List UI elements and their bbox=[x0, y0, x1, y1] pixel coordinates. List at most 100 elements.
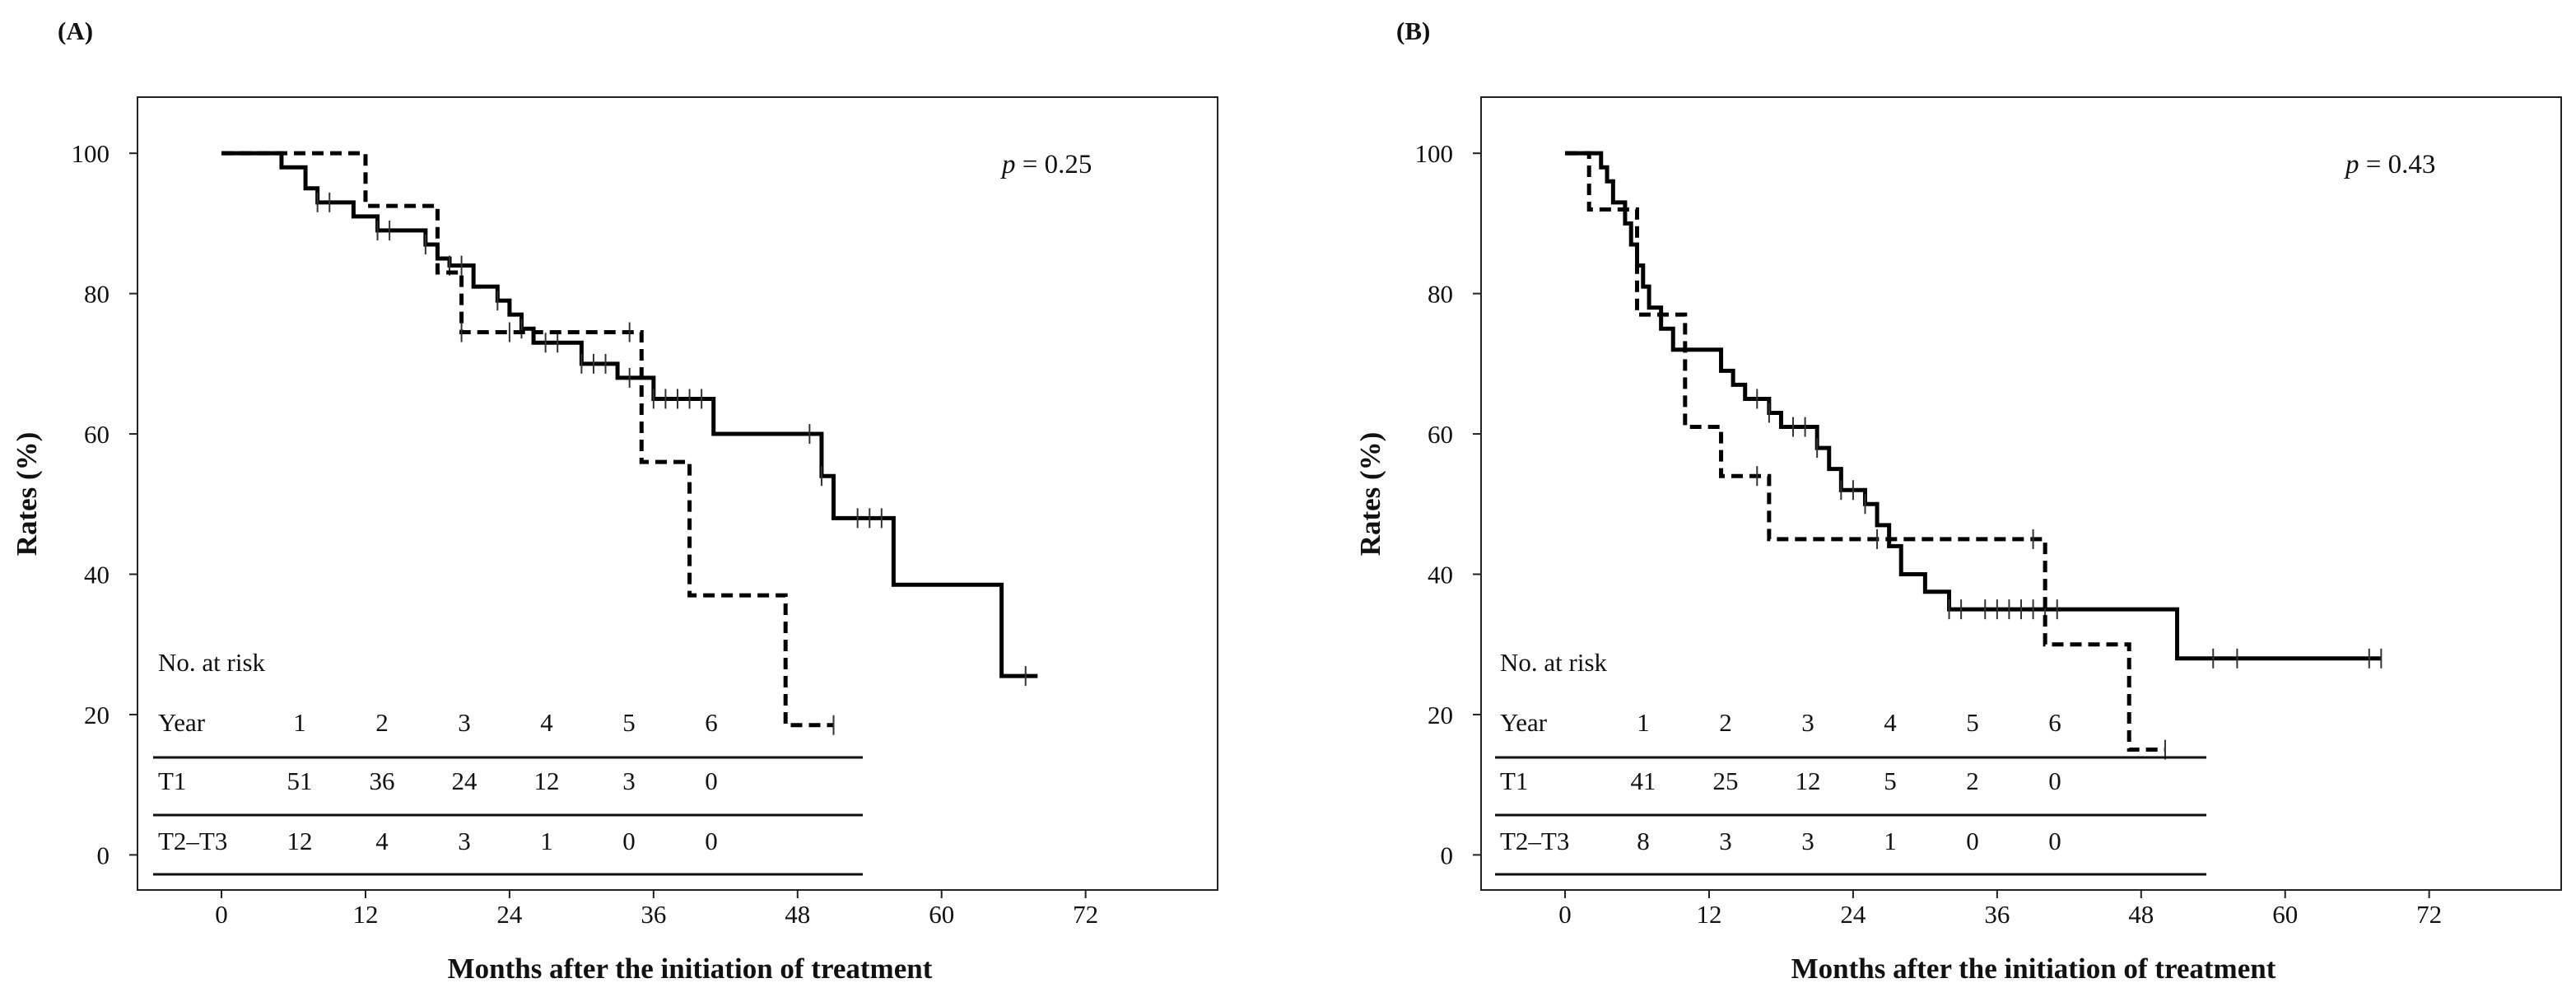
risk-table-title: No. at risk bbox=[1500, 648, 1608, 677]
x-tick-label: 12 bbox=[352, 900, 378, 929]
x-axis-title: Months after the initiation of treatment bbox=[1791, 953, 2276, 985]
x-tick-label: 0 bbox=[215, 900, 228, 929]
y-tick-label: 60 bbox=[84, 420, 109, 449]
risk-year-cell: 3 bbox=[458, 708, 471, 737]
risk-table-cells: 1 2 3 4 5 651 36 24 12 3 012 4 3 1 0 0 bbox=[287, 708, 718, 855]
y-tick-label: 80 bbox=[1428, 280, 1453, 309]
y-tick-label: 80 bbox=[84, 280, 109, 309]
p-value-label: p = 0.25 bbox=[1000, 150, 1092, 179]
risk-table: No. at risk Year T1 T2–T3 1 2 3 4 5 651 36 24 12… bbox=[153, 648, 863, 876]
y-tick-label: 100 bbox=[1415, 139, 1454, 168]
y-axis-ticks: 0 20 40 60 80 100 bbox=[72, 139, 137, 869]
risk-table-cells: 1 2 3 4 5 641 25 12 5 2 08 3 3 1 0 0 bbox=[1631, 708, 2061, 855]
risk-row-label-t2t3: T2–T3 bbox=[1500, 827, 1569, 855]
p-symbol: p bbox=[1000, 150, 1016, 179]
risk-count-cell: 3 bbox=[622, 766, 636, 795]
risk-count-cell: 1 bbox=[1884, 827, 1897, 855]
risk-row-label-t1: T1 bbox=[158, 766, 186, 795]
x-tick-label: 24 bbox=[1840, 900, 1866, 929]
risk-count-cell: 1 bbox=[540, 827, 553, 855]
risk-year-cell: 6 bbox=[2048, 708, 2061, 737]
plot-frame bbox=[1480, 96, 2562, 891]
y-tick-label: 20 bbox=[84, 701, 109, 729]
risk-count-cell: 12 bbox=[287, 827, 313, 855]
x-tick-label: 48 bbox=[785, 900, 810, 929]
risk-count-cell: 0 bbox=[705, 766, 718, 795]
risk-header-label: Year bbox=[1500, 708, 1548, 737]
y-axis-title: Rates (%) bbox=[1354, 432, 1386, 557]
risk-year-cell: 2 bbox=[375, 708, 389, 737]
risk-count-cell: 41 bbox=[1631, 766, 1656, 795]
risk-count-cell: 3 bbox=[1719, 827, 1732, 855]
risk-count-cell: 0 bbox=[2048, 766, 2061, 795]
survival-curves bbox=[1565, 151, 2383, 760]
risk-count-cell: 5 bbox=[1884, 766, 1897, 795]
y-tick-label: 0 bbox=[1441, 841, 1454, 869]
survival-curve-t1 bbox=[221, 151, 1038, 678]
risk-count-cell: 0 bbox=[622, 827, 636, 855]
x-tick-label: 60 bbox=[929, 900, 954, 929]
x-tick-label: 0 bbox=[1558, 900, 1572, 929]
x-tick-label: 72 bbox=[2416, 900, 2442, 929]
x-tick-label: 12 bbox=[1696, 900, 1721, 929]
panel-label: (A) bbox=[58, 16, 93, 45]
panel-label: (B) bbox=[1396, 16, 1430, 45]
risk-count-cell: 3 bbox=[458, 827, 471, 855]
survival-curve-t2-t3 bbox=[221, 151, 834, 728]
risk-count-cell: 24 bbox=[452, 766, 478, 795]
risk-count-cell: 0 bbox=[2048, 827, 2061, 855]
plot-frame bbox=[137, 96, 1218, 891]
x-tick-label: 72 bbox=[1073, 900, 1098, 929]
survival-curve-t1 bbox=[1565, 151, 2382, 661]
survival-curve-t2-t3 bbox=[1565, 151, 2165, 752]
x-tick-label: 60 bbox=[2272, 900, 2298, 929]
risk-count-cell: 3 bbox=[1801, 827, 1814, 855]
risk-table: No. at risk Year T1 T2–T3 1 2 3 4 5 641 25 12 5 2… bbox=[1495, 648, 2206, 876]
p-value-label: p = 0.43 bbox=[2344, 150, 2435, 179]
risk-header-label: Year bbox=[158, 708, 206, 737]
x-axis-ticks: 0 12 24 36 48 60 72 bbox=[215, 890, 1098, 929]
x-tick-label: 36 bbox=[1984, 900, 2010, 929]
y-tick-label: 20 bbox=[1428, 701, 1453, 729]
risk-year-cell: 6 bbox=[705, 708, 718, 737]
risk-table-title: No. at risk bbox=[158, 648, 266, 677]
risk-count-cell: 4 bbox=[375, 827, 389, 855]
survival-curves bbox=[221, 151, 1038, 735]
risk-count-cell: 0 bbox=[1966, 827, 1979, 855]
risk-year-cell: 5 bbox=[1966, 708, 1979, 737]
y-axis-title: Rates (%) bbox=[11, 432, 43, 557]
risk-row-label-t2t3: T2–T3 bbox=[158, 827, 227, 855]
y-tick-label: 40 bbox=[84, 561, 109, 589]
risk-count-cell: 8 bbox=[1637, 827, 1650, 855]
x-axis-ticks: 0 12 24 36 48 60 72 bbox=[1558, 890, 2442, 929]
risk-count-cell: 12 bbox=[534, 766, 560, 795]
risk-row-label-t1: T1 bbox=[1500, 766, 1528, 795]
x-axis-title: Months after the initiation of treatment bbox=[448, 953, 933, 985]
risk-year-cell: 5 bbox=[622, 708, 636, 737]
y-tick-label: 40 bbox=[1428, 561, 1453, 589]
y-tick-label: 100 bbox=[72, 139, 110, 168]
y-tick-label: 60 bbox=[1428, 420, 1453, 449]
risk-year-cell: 2 bbox=[1719, 708, 1732, 737]
risk-count-cell: 51 bbox=[287, 766, 313, 795]
risk-year-cell: 1 bbox=[293, 708, 306, 737]
risk-year-cell: 4 bbox=[540, 708, 553, 737]
y-axis-ticks: 0 20 40 60 80 100 bbox=[1415, 139, 1481, 869]
risk-year-cell: 4 bbox=[1884, 708, 1897, 737]
x-tick-label: 36 bbox=[641, 900, 666, 929]
p-value: = 0.43 bbox=[2359, 150, 2436, 179]
y-tick-label: 0 bbox=[97, 841, 110, 869]
risk-count-cell: 0 bbox=[705, 827, 718, 855]
p-symbol: p bbox=[2344, 150, 2359, 179]
risk-year-cell: 1 bbox=[1637, 708, 1650, 737]
risk-count-cell: 2 bbox=[1966, 766, 1979, 795]
x-tick-label: 48 bbox=[2128, 900, 2154, 929]
risk-count-cell: 25 bbox=[1713, 766, 1739, 795]
risk-count-cell: 12 bbox=[1796, 766, 1821, 795]
risk-year-cell: 3 bbox=[1801, 708, 1814, 737]
p-value: = 0.25 bbox=[1016, 150, 1092, 179]
x-tick-label: 24 bbox=[496, 900, 523, 929]
